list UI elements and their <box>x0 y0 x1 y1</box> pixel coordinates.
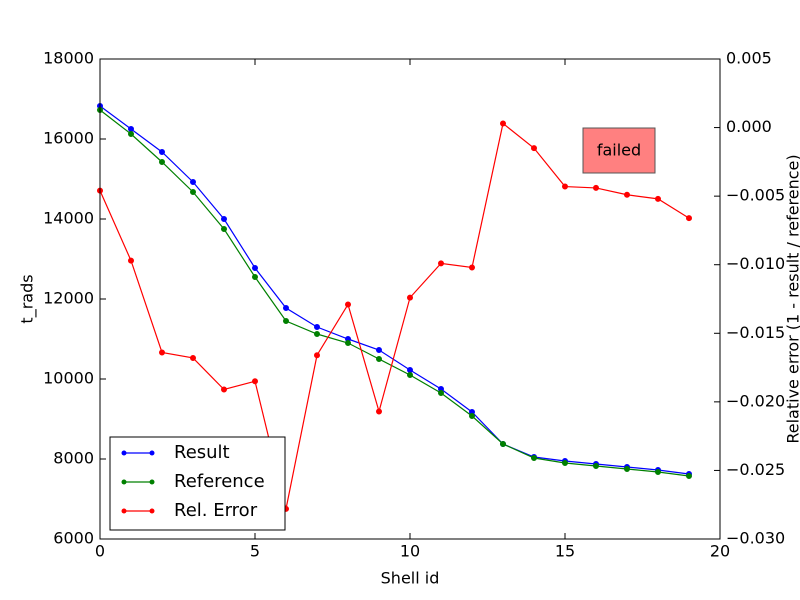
data-point <box>469 264 475 271</box>
data-point <box>655 195 661 202</box>
data-point <box>252 265 258 271</box>
series-line <box>99 122 690 509</box>
data-point <box>283 318 289 324</box>
data-point <box>190 189 196 195</box>
data-point <box>376 347 382 353</box>
data-point <box>314 324 320 330</box>
data-point <box>655 469 661 475</box>
y2-tick-label: −0.025 <box>726 460 785 479</box>
y2-tick-label: 0.000 <box>726 117 772 136</box>
data-point <box>593 463 599 469</box>
y-tick-label: 18000 <box>43 49 94 68</box>
legend-label: Result <box>174 442 230 463</box>
data-point <box>593 184 599 191</box>
y2-axis-label: Relative error (1 - result / reference) <box>784 154 800 443</box>
x-axis-label: Shell id <box>381 569 440 588</box>
y-tick-label: 8000 <box>53 449 94 468</box>
data-point <box>345 301 351 308</box>
data-point <box>376 356 382 362</box>
data-point <box>128 131 134 137</box>
y-tick-label: 6000 <box>53 529 94 548</box>
data-point <box>252 378 258 385</box>
data-point <box>159 149 165 155</box>
legend-label: Rel. Error <box>174 500 258 521</box>
legend-marker <box>149 450 155 456</box>
y-tick-label: 14000 <box>43 209 94 228</box>
x-tick-label: 15 <box>555 542 575 561</box>
data-point <box>438 390 444 396</box>
data-point <box>190 179 196 185</box>
data-point <box>562 460 568 466</box>
y2-tick-label: −0.030 <box>726 529 785 548</box>
data-point <box>314 331 320 337</box>
data-point <box>407 367 413 373</box>
series-line <box>99 105 690 475</box>
data-point <box>500 120 506 127</box>
data-point <box>624 466 630 472</box>
y2-tick-label: −0.015 <box>726 323 785 342</box>
data-point <box>283 305 289 311</box>
data-point <box>159 159 165 165</box>
y-tick-label: 16000 <box>43 129 94 148</box>
data-point <box>221 386 227 393</box>
legend-marker <box>149 508 155 514</box>
y2-tick-label: −0.020 <box>726 391 785 410</box>
data-point <box>190 354 196 361</box>
legend-box <box>109 436 286 531</box>
data-point <box>531 145 537 152</box>
x-tick-label: 5 <box>250 542 260 561</box>
data-point <box>159 349 165 356</box>
x-tick-label: 0 <box>95 542 105 561</box>
data-point <box>128 257 134 264</box>
data-point <box>128 126 134 132</box>
data-point <box>314 352 320 359</box>
data-point <box>252 274 258 280</box>
data-point <box>221 226 227 232</box>
legend-marker <box>149 479 155 485</box>
plot-frame <box>99 58 721 540</box>
data-point <box>531 455 537 461</box>
data-point <box>624 191 630 198</box>
data-point <box>500 441 506 447</box>
data-point <box>407 372 413 378</box>
x-tick-label: 10 <box>400 542 420 561</box>
y2-tick-label: −0.005 <box>726 186 785 205</box>
y2-tick-label: −0.010 <box>726 254 785 273</box>
legend-label: Reference <box>174 471 265 492</box>
data-point <box>686 215 692 222</box>
data-point <box>407 294 413 301</box>
y2-tick-label: 0.005 <box>726 49 772 68</box>
data-point <box>686 473 692 479</box>
data-point <box>345 340 351 346</box>
legend-marker <box>121 450 127 456</box>
x-tick-label: 20 <box>710 542 730 561</box>
data-point <box>469 413 475 419</box>
annotation: failed <box>597 141 641 160</box>
annotation-box <box>582 127 656 174</box>
legend-marker <box>121 508 127 514</box>
y-tick-label: 10000 <box>43 369 94 388</box>
y-axis-label: t_rads <box>18 274 38 323</box>
y-tick-label: 12000 <box>43 289 94 308</box>
data-point <box>438 260 444 267</box>
data-point <box>221 216 227 222</box>
data-point <box>562 183 568 190</box>
legend-marker <box>121 479 127 485</box>
series-line <box>99 109 690 477</box>
data-point <box>376 408 382 415</box>
